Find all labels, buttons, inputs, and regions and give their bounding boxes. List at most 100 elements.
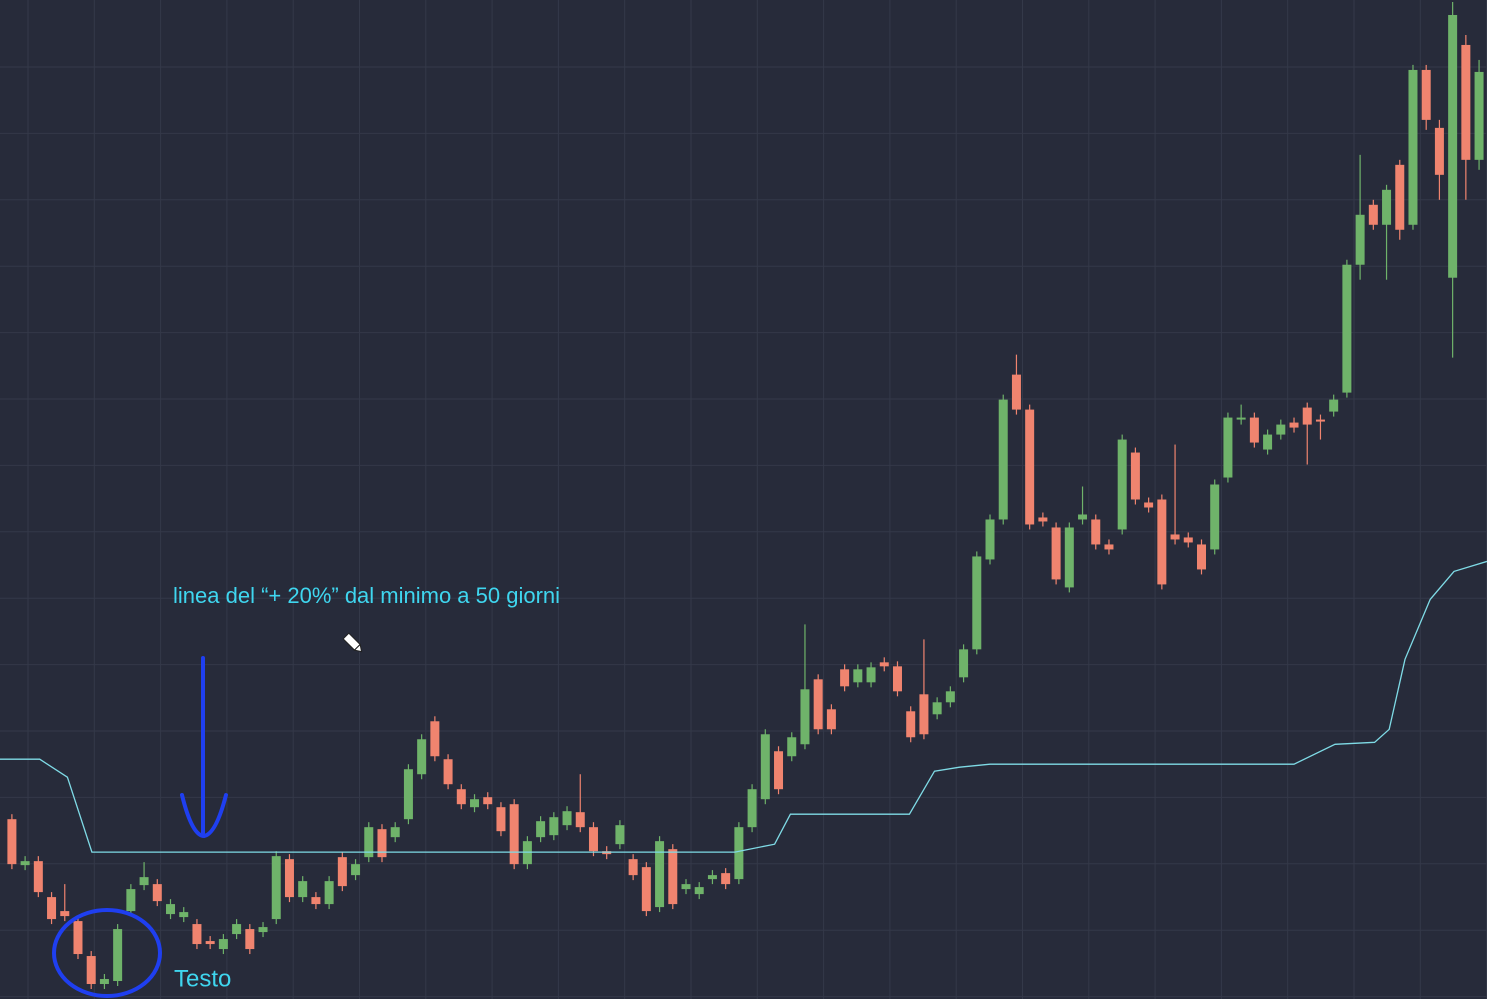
candle-body [1011, 374, 1021, 410]
arrow-head [180, 793, 228, 839]
candle-body [972, 556, 982, 650]
candle-body [1382, 189, 1392, 225]
candle-body [1342, 264, 1352, 393]
candle-body [1329, 399, 1339, 412]
candle-body [747, 789, 757, 828]
candle-body [1051, 527, 1061, 580]
candle-body [364, 827, 374, 858]
candle-body [377, 829, 387, 858]
candle-body [86, 956, 96, 985]
candle-body [694, 887, 704, 895]
candle-body [179, 912, 189, 918]
candle-body [800, 689, 810, 745]
candle-body [906, 711, 916, 738]
candle-body [166, 904, 176, 915]
candle-body [998, 399, 1008, 520]
arrow [180, 656, 228, 839]
candle-body [628, 859, 638, 876]
candle-body [152, 884, 162, 902]
candle-body [403, 769, 413, 820]
candle-body [126, 889, 136, 912]
candle-body [734, 827, 744, 880]
candle-body [575, 812, 585, 828]
candle-body [1474, 71, 1484, 160]
indicator-line [0, 560, 1487, 853]
candle-body [232, 924, 242, 935]
candle-body [1117, 439, 1127, 530]
candle-body [483, 797, 493, 805]
candle-body [879, 662, 889, 667]
candle-body [7, 819, 17, 865]
candle-body [113, 929, 123, 982]
candle-body [655, 841, 665, 908]
candle-body [1104, 544, 1114, 550]
candle-body [271, 856, 281, 920]
candle-body [351, 864, 361, 876]
highlight-circle [52, 908, 162, 998]
candle-body [1315, 419, 1325, 422]
candle-body [1064, 527, 1074, 588]
candle-body [192, 924, 202, 945]
candle-body [1276, 424, 1286, 435]
candle-body [456, 789, 466, 805]
candle-body [47, 897, 57, 920]
candle-body [721, 873, 731, 885]
annotation-label: Testo [174, 965, 231, 992]
candle-body [1434, 127, 1444, 175]
candle-body [945, 691, 955, 703]
candle-body [1170, 534, 1180, 540]
candle-body [1289, 422, 1299, 428]
candle-body [298, 881, 308, 898]
candle-body [284, 859, 294, 898]
candle-body [1223, 417, 1233, 478]
candle-body [1091, 519, 1101, 545]
candle-body [641, 867, 651, 912]
candle-body [20, 861, 30, 866]
candle-body [1448, 14, 1458, 278]
candle-body [470, 799, 480, 808]
candle-body [668, 849, 678, 905]
candle-body [840, 669, 850, 687]
candle-body [985, 519, 995, 560]
candle-body [1263, 434, 1273, 450]
candle-body [1196, 544, 1206, 570]
candle-body [1078, 514, 1088, 520]
candle-body [509, 804, 519, 865]
candle-body [1368, 204, 1378, 225]
candle-body [826, 709, 836, 730]
candle-body [258, 927, 268, 933]
candle-body [1355, 214, 1365, 265]
candle-body [139, 877, 149, 886]
candle-body [1302, 407, 1312, 425]
annotation-text: linea del “+ 20%” dal minimo a 50 giorni [173, 583, 560, 608]
candle-body [681, 884, 691, 890]
candle-body [1236, 417, 1246, 420]
candle-body [205, 941, 215, 945]
candle-body [562, 811, 572, 826]
candle-body [1461, 44, 1471, 160]
candle-body [760, 734, 770, 800]
candle-body [615, 825, 625, 845]
candle-body [218, 939, 228, 950]
candle-body [1144, 502, 1154, 508]
candle-body [892, 666, 902, 692]
candle-body [774, 751, 784, 790]
candle-body [417, 739, 427, 775]
candle-body [1408, 69, 1418, 225]
candle-body [932, 702, 942, 715]
candle-body [1130, 452, 1140, 500]
candle-body [99, 979, 109, 985]
candle-body [311, 897, 321, 905]
candle-body [919, 694, 929, 735]
candle-body [1157, 499, 1167, 585]
candle-body [337, 857, 347, 887]
candle-body [536, 821, 546, 838]
pencil-cursor [342, 632, 363, 653]
candle-body [73, 921, 83, 955]
candle-body [1025, 409, 1035, 525]
candle-body [1249, 417, 1259, 443]
candle-body [324, 881, 334, 905]
candle-body [853, 669, 863, 683]
candle-body [787, 737, 797, 757]
